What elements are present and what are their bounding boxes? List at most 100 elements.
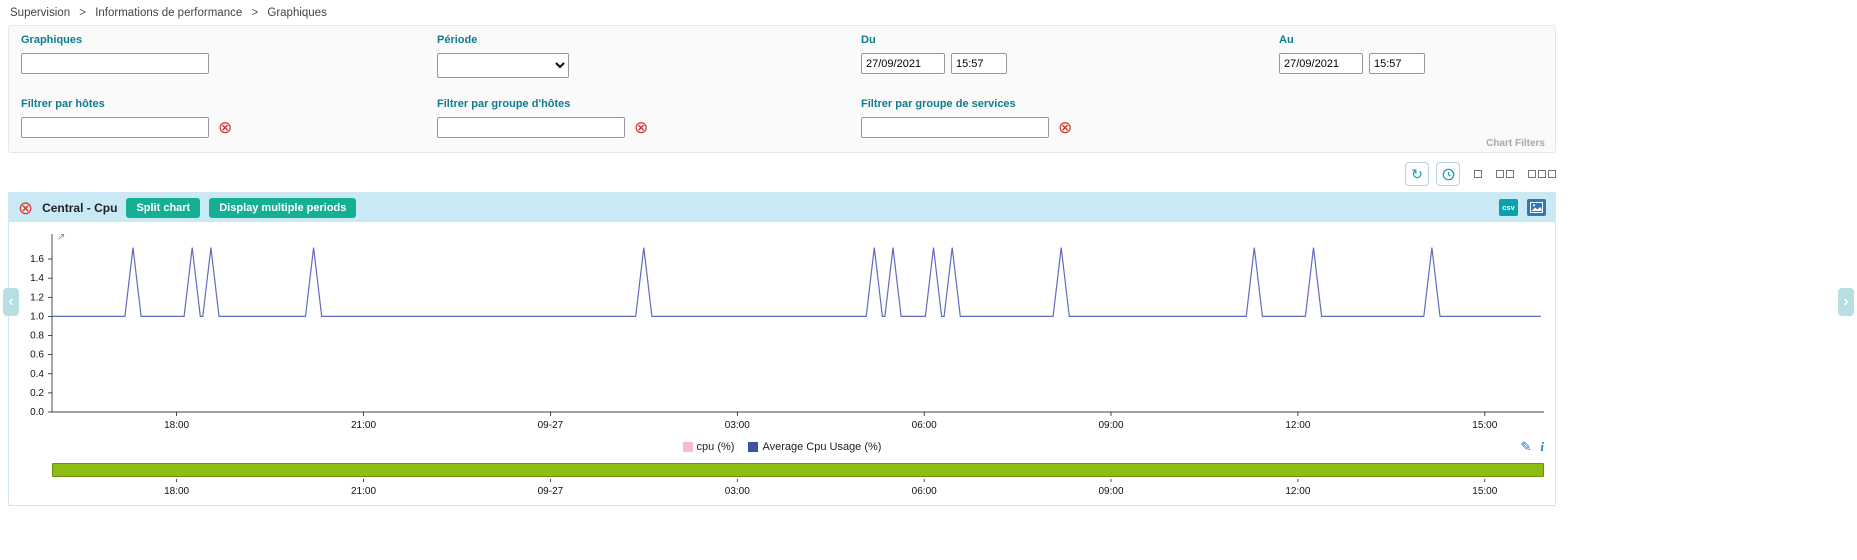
image-glyph-icon	[1530, 202, 1543, 213]
svg-text:12:00: 12:00	[1285, 420, 1310, 431]
layout-square-icon	[1506, 170, 1514, 178]
layout-square-icon	[1496, 170, 1504, 178]
zoom-hint-icon: ↗	[57, 232, 66, 243]
clear-hostgroups-filter-icon[interactable]: ⊗	[634, 118, 649, 137]
svg-text:1.6: 1.6	[30, 254, 44, 265]
svg-text:1.2: 1.2	[30, 292, 44, 303]
time-range-overview-bar[interactable]	[52, 463, 1544, 477]
export-csv-icon[interactable]: csv	[1499, 199, 1518, 216]
svg-text:06:00: 06:00	[912, 420, 937, 431]
graphiques-label: Graphiques	[21, 34, 83, 46]
svg-text:18:00: 18:00	[164, 420, 189, 431]
chevron-right-icon: ›	[1843, 293, 1849, 310]
refresh-button[interactable]: ↻	[1405, 162, 1429, 186]
breadcrumb-performance-info[interactable]: Informations de performance	[95, 7, 243, 19]
close-chart-icon[interactable]: ⊗	[18, 197, 34, 218]
au-time-input[interactable]	[1369, 53, 1425, 74]
layout-square-icon	[1548, 170, 1556, 178]
filter-hostgroups-label: Filtrer par groupe d'hôtes	[437, 98, 571, 110]
svg-text:03:00: 03:00	[725, 486, 750, 497]
svg-text:0.2: 0.2	[30, 388, 44, 399]
periode-label: Période	[437, 34, 478, 46]
filter-servicegroups-field: Filtrer par groupe de services ⊗	[861, 98, 1279, 138]
legend-label-average-cpu: Average Cpu Usage (%)	[762, 441, 882, 453]
clear-servicegroups-filter-icon[interactable]: ⊗	[1058, 118, 1073, 137]
filter-servicegroups-label: Filtrer par groupe de services	[861, 98, 1016, 110]
svg-text:21:00: 21:00	[351, 420, 376, 431]
legend-item-average-cpu: Average Cpu Usage (%)	[748, 441, 881, 453]
filter-hostgroups-field: Filtrer par groupe d'hôtes ⊗	[437, 98, 861, 138]
pan-period-left-button[interactable]: ‹	[3, 288, 19, 316]
du-date-input[interactable]	[861, 53, 945, 74]
du-field: Du	[861, 34, 1279, 78]
layout-two-per-row-button[interactable]	[1496, 170, 1514, 178]
breadcrumb-supervision[interactable]: Supervision	[10, 7, 71, 19]
layout-square-icon	[1528, 170, 1536, 178]
svg-text:06:00: 06:00	[912, 486, 937, 497]
svg-text:21:00: 21:00	[351, 486, 376, 497]
filter-hosts-field: Filtrer par hôtes ⊗	[21, 98, 437, 138]
layout-one-per-row-button[interactable]	[1474, 170, 1482, 178]
display-multiple-periods-button[interactable]: Display multiple periods	[209, 197, 357, 218]
edit-curve-icon[interactable]: ✎	[1520, 439, 1532, 454]
page-content: Graphiques Période Du Au	[8, 25, 1556, 506]
graphiques-input[interactable]	[21, 53, 209, 74]
svg-text:1.0: 1.0	[30, 311, 44, 322]
legend-label-cpu: cpu (%)	[696, 441, 735, 453]
au-field: Au	[1279, 34, 1543, 78]
graphiques-field: Graphiques	[21, 34, 437, 78]
clear-hosts-filter-icon[interactable]: ⊗	[218, 118, 233, 137]
svg-text:0.0: 0.0	[30, 407, 44, 418]
legend-item-cpu: cpu (%)	[682, 441, 735, 453]
period-clock-button[interactable]	[1436, 162, 1460, 186]
chevron-left-icon: ‹	[8, 293, 14, 310]
svg-text:18:00: 18:00	[164, 486, 189, 497]
svg-text:15:00: 15:00	[1472, 420, 1497, 431]
chart-actions: ✎ i	[1520, 439, 1544, 455]
cpu-chart-svg[interactable]: 0.0 0.2 0.4 0.6 0.8 1.0 1.2 1.4 1.6 18:00 21:00 09-…	[12, 226, 1552, 432]
filter-servicegroups-input[interactable]	[861, 117, 1049, 138]
chart-filters-caption: Chart Filters	[1486, 138, 1545, 149]
breadcrumb-separator: >	[251, 7, 259, 19]
filter-hosts-label: Filtrer par hôtes	[21, 98, 105, 110]
legend-swatch	[748, 442, 759, 452]
svg-text:0.6: 0.6	[30, 350, 44, 361]
periode-select[interactable]	[437, 53, 569, 78]
refresh-icon: ↻	[1411, 165, 1423, 182]
split-chart-button[interactable]: Split chart	[126, 197, 201, 218]
clock-icon	[1442, 168, 1454, 180]
breadcrumb-graphiques[interactable]: Graphiques	[267, 7, 327, 19]
au-label: Au	[1279, 34, 1294, 46]
svg-text:0.8: 0.8	[30, 331, 44, 342]
svg-text:09-27: 09-27	[538, 486, 564, 497]
cpu-chart-body: ↗ 0.0 0.2 0.4 0.6 0.8 1.0 1.2 1.4 1.6 18:00 21:00 0…	[9, 222, 1555, 505]
filter-hosts-input[interactable]	[21, 117, 209, 138]
pan-period-right-button[interactable]: ›	[1838, 288, 1854, 316]
cpu-chart-card: ⊗ Central - Cpu Split chart Display mult…	[8, 192, 1556, 506]
cpu-chart-header: ⊗ Central - Cpu Split chart Display mult…	[9, 193, 1555, 222]
overview-axis-svg: 18:00 21:00 09-27 03:00 06:00 09:00 12:00 15:00	[164, 479, 1498, 497]
info-icon[interactable]: i	[1540, 439, 1544, 454]
layout-square-icon	[1474, 170, 1482, 178]
filter-hostgroups-input[interactable]	[437, 117, 625, 138]
chart-filters-panel: Graphiques Période Du Au	[8, 25, 1556, 153]
svg-text:15:00: 15:00	[1472, 486, 1497, 497]
du-time-input[interactable]	[951, 53, 1007, 74]
svg-text:0.4: 0.4	[30, 369, 44, 380]
breadcrumb-separator: >	[79, 7, 87, 19]
svg-text:1.4: 1.4	[30, 273, 44, 284]
svg-text:12:00: 12:00	[1285, 486, 1310, 497]
chart-title: Central - Cpu	[42, 200, 118, 215]
svg-text:03:00: 03:00	[725, 420, 750, 431]
du-label: Du	[861, 34, 876, 46]
layout-three-per-row-button[interactable]	[1528, 170, 1556, 178]
breadcrumb: Supervision > Informations de performanc…	[0, 0, 1857, 25]
layout-square-icon	[1538, 170, 1546, 178]
au-date-input[interactable]	[1279, 53, 1363, 74]
export-image-icon[interactable]	[1527, 199, 1546, 216]
periode-field: Période	[437, 34, 861, 78]
graph-toolbar: ↻	[8, 162, 1556, 186]
svg-text:09-27: 09-27	[538, 420, 564, 431]
svg-text:09:00: 09:00	[1098, 420, 1123, 431]
legend-swatch	[682, 442, 693, 452]
